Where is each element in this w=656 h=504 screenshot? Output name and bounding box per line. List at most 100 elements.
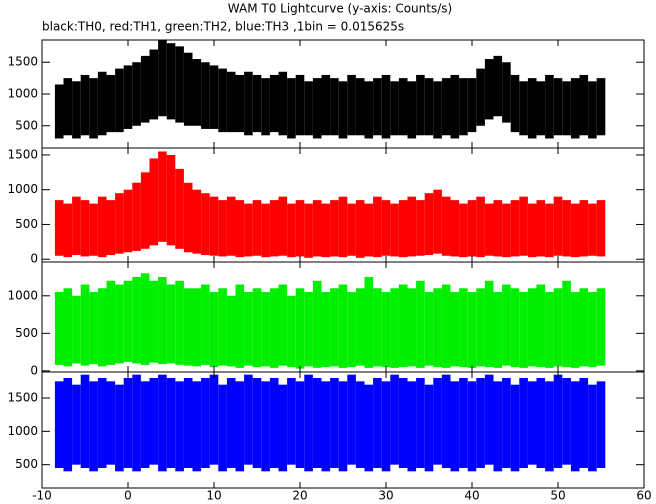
range-bar bbox=[244, 374, 253, 465]
range-bar bbox=[244, 292, 253, 366]
range-bar bbox=[80, 74, 90, 136]
range-bar bbox=[579, 288, 589, 367]
range-bar bbox=[201, 62, 210, 129]
range-bar bbox=[321, 74, 331, 136]
range-bar bbox=[312, 200, 322, 257]
range-bar bbox=[226, 196, 236, 256]
range-bar bbox=[536, 284, 546, 368]
range-bar bbox=[484, 203, 494, 256]
range-bar bbox=[106, 381, 116, 465]
range-bar bbox=[433, 189, 442, 254]
chart-subtitle: black:TH0, red:TH1, green:TH2, blue:TH3 … bbox=[42, 20, 404, 34]
range-bar bbox=[115, 193, 124, 254]
range-bar bbox=[166, 378, 176, 468]
range-bar bbox=[355, 381, 365, 468]
range-bar bbox=[54, 84, 64, 139]
range-bar bbox=[97, 288, 107, 367]
y-tick-label: 500 bbox=[15, 217, 38, 231]
range-bar bbox=[123, 280, 133, 362]
range-bar bbox=[295, 381, 305, 468]
y-tick-label: 1000 bbox=[7, 87, 38, 101]
range-bar bbox=[252, 74, 262, 133]
range-bar bbox=[596, 200, 606, 257]
range-bar bbox=[97, 378, 107, 468]
range-bar bbox=[381, 292, 391, 368]
range-bar bbox=[424, 78, 434, 136]
range-bar bbox=[158, 277, 167, 365]
range-bar bbox=[321, 203, 331, 258]
range-bar bbox=[536, 378, 546, 468]
range-bar bbox=[502, 284, 511, 366]
range-bar bbox=[321, 292, 331, 368]
range-bar bbox=[570, 203, 580, 258]
y-tick-label: 500 bbox=[15, 457, 38, 471]
range-bar bbox=[347, 292, 356, 368]
range-bar bbox=[364, 81, 374, 139]
range-bar bbox=[433, 81, 442, 139]
y-tick-label: 0 bbox=[30, 363, 38, 377]
range-bar bbox=[459, 288, 468, 368]
range-bar bbox=[97, 71, 107, 136]
range-bar bbox=[166, 284, 176, 364]
panel bbox=[54, 40, 606, 139]
range-bar bbox=[80, 284, 90, 366]
range-bar bbox=[269, 200, 279, 257]
range-bar bbox=[588, 292, 597, 368]
range-bar bbox=[364, 384, 374, 472]
range-bar bbox=[89, 78, 98, 139]
range-bar bbox=[183, 52, 193, 126]
range-bar bbox=[89, 381, 98, 472]
range-bar bbox=[140, 55, 150, 123]
range-bar bbox=[278, 384, 288, 472]
range-bar bbox=[140, 381, 150, 468]
range-bar bbox=[54, 292, 64, 365]
range-bar bbox=[441, 196, 451, 256]
range-bar bbox=[321, 381, 331, 472]
range-bar bbox=[398, 284, 408, 368]
range-bar bbox=[570, 381, 580, 472]
range-bar bbox=[132, 277, 141, 364]
range-bar bbox=[562, 280, 571, 368]
range-bar bbox=[252, 378, 262, 468]
range-bar bbox=[338, 381, 348, 472]
range-bar bbox=[312, 280, 322, 368]
panel bbox=[54, 374, 606, 472]
range-bar bbox=[381, 381, 391, 472]
range-bar bbox=[226, 71, 236, 133]
range-bar bbox=[424, 292, 434, 366]
range-bar bbox=[527, 381, 537, 465]
range-bar bbox=[398, 378, 408, 468]
range-bar bbox=[441, 374, 451, 468]
range-bar bbox=[235, 200, 245, 258]
range-bar bbox=[433, 288, 442, 368]
range-bar bbox=[536, 81, 546, 136]
x-tick-label: 0 bbox=[124, 489, 132, 503]
range-bar bbox=[493, 292, 503, 368]
range-bar bbox=[192, 288, 202, 367]
range-bar bbox=[467, 292, 477, 368]
range-bar bbox=[373, 78, 382, 136]
y-tick-label: 1000 bbox=[7, 182, 38, 196]
range-bar bbox=[269, 74, 279, 133]
range-bar bbox=[476, 196, 485, 258]
range-bar bbox=[347, 203, 356, 256]
range-bar bbox=[407, 381, 417, 472]
range-bar bbox=[596, 288, 606, 366]
range-bar bbox=[596, 78, 606, 136]
range-bar bbox=[510, 384, 520, 472]
range-bar bbox=[175, 280, 184, 365]
range-bar bbox=[158, 40, 167, 117]
range-bar bbox=[63, 378, 73, 472]
range-bar bbox=[72, 81, 81, 139]
range-bar bbox=[502, 62, 511, 123]
range-bar bbox=[149, 158, 159, 246]
range-bar bbox=[295, 288, 305, 369]
range-bar bbox=[54, 381, 64, 468]
range-bar bbox=[123, 378, 133, 468]
range-bar bbox=[390, 81, 399, 136]
range-bar bbox=[132, 62, 141, 126]
range-bar bbox=[149, 378, 159, 465]
range-bar bbox=[158, 151, 167, 242]
range-bar bbox=[553, 288, 563, 367]
range-bar bbox=[226, 295, 236, 367]
